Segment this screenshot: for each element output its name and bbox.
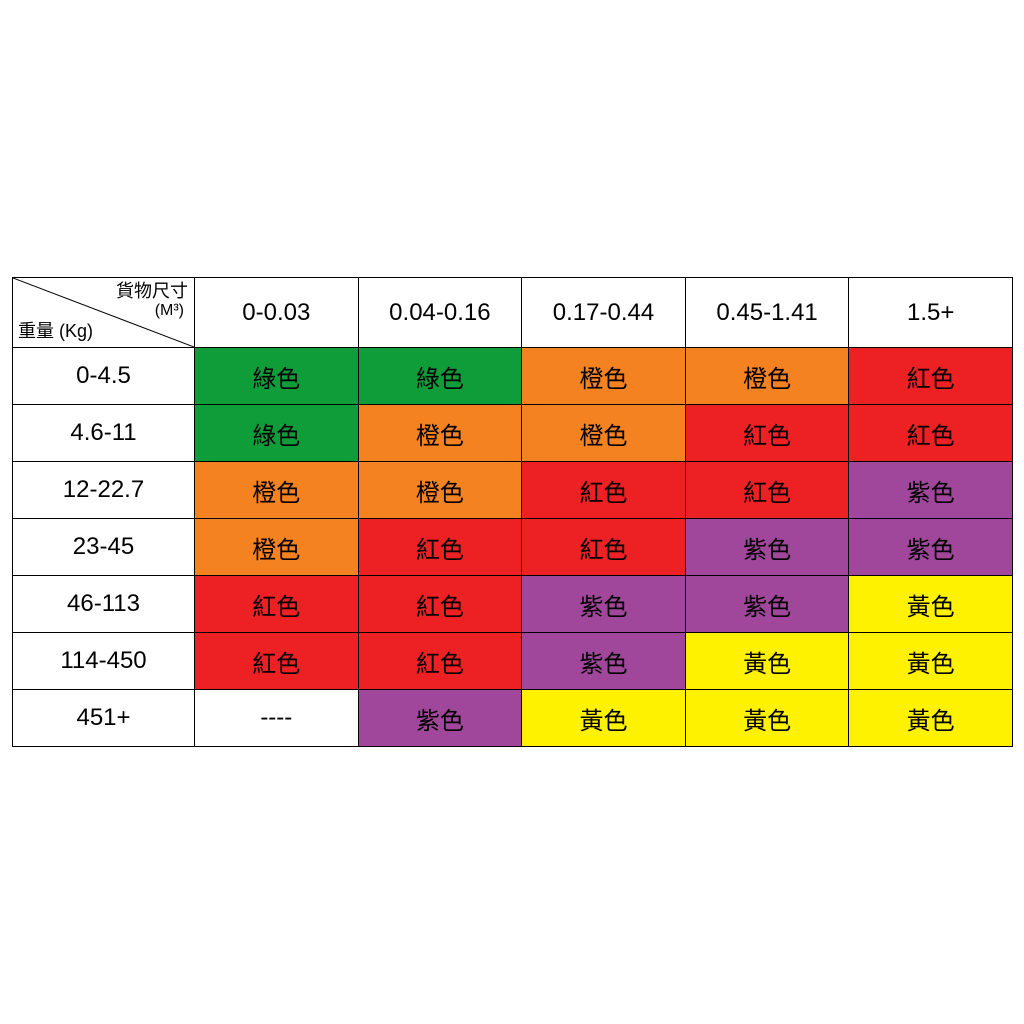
data-cell: 紫色: [685, 519, 849, 576]
data-cell: 紫色: [358, 690, 522, 747]
data-cell: 紅色: [685, 462, 849, 519]
col-header: 0.04-0.16: [358, 278, 522, 348]
table-row: 0-4.5綠色綠色橙色橙色紅色: [13, 348, 1013, 405]
table-row: 114-450紅色紅色紫色黃色黃色: [13, 633, 1013, 690]
data-cell: 橙色: [358, 405, 522, 462]
data-cell: 橙色: [195, 519, 359, 576]
data-cell: 紅色: [195, 576, 359, 633]
header-row: 貨物尺寸 (M³) 重量 (Kg) 0-0.03 0.04-0.16 0.17-…: [13, 278, 1013, 348]
table-row: 4.6-11綠色橙色橙色紅色紅色: [13, 405, 1013, 462]
data-cell: 黃色: [685, 633, 849, 690]
row-header: 451+: [13, 690, 195, 747]
row-header: 23-45: [13, 519, 195, 576]
row-header: 46-113: [13, 576, 195, 633]
data-cell: 紅色: [685, 405, 849, 462]
data-cell: 綠色: [195, 348, 359, 405]
table-row: 23-45橙色紅色紅色紫色紫色: [13, 519, 1013, 576]
data-cell: 紅色: [195, 633, 359, 690]
data-cell: 綠色: [195, 405, 359, 462]
col-header: 0.45-1.41: [685, 278, 849, 348]
col-header: 0-0.03: [195, 278, 359, 348]
table-row: 12-22.7橙色橙色紅色紅色紫色: [13, 462, 1013, 519]
corner-header: 貨物尺寸 (M³) 重量 (Kg): [13, 278, 195, 348]
row-header: 12-22.7: [13, 462, 195, 519]
weight-axis-label: 重量 (Kg): [18, 317, 93, 343]
data-cell: 黃色: [522, 690, 686, 747]
data-cell: 紅色: [358, 576, 522, 633]
data-cell: 黃色: [849, 690, 1013, 747]
size-unit-label: (M³): [155, 302, 184, 320]
row-header: 114-450: [13, 633, 195, 690]
data-cell: 紫色: [522, 576, 686, 633]
data-cell: 紅色: [522, 519, 686, 576]
data-cell: 紫色: [849, 519, 1013, 576]
data-cell: 綠色: [358, 348, 522, 405]
color-matrix-table: 貨物尺寸 (M³) 重量 (Kg) 0-0.03 0.04-0.16 0.17-…: [12, 277, 1013, 747]
data-cell: 黃色: [685, 690, 849, 747]
data-cell: 橙色: [685, 348, 849, 405]
data-cell: 紫色: [522, 633, 686, 690]
col-header: 1.5+: [849, 278, 1013, 348]
data-cell: 黃色: [849, 633, 1013, 690]
data-cell: 紅色: [522, 462, 686, 519]
row-header: 4.6-11: [13, 405, 195, 462]
data-cell: 紅色: [358, 519, 522, 576]
table-row: 46-113紅色紅色紫色紫色黃色: [13, 576, 1013, 633]
data-cell: 紫色: [849, 462, 1013, 519]
data-cell: 紅色: [849, 348, 1013, 405]
data-cell: 黃色: [849, 576, 1013, 633]
data-cell: 紅色: [358, 633, 522, 690]
data-cell: ----: [195, 690, 359, 747]
data-cell: 紅色: [849, 405, 1013, 462]
data-cell: 橙色: [358, 462, 522, 519]
data-cell: 橙色: [522, 405, 686, 462]
col-header: 0.17-0.44: [522, 278, 686, 348]
data-cell: 紫色: [685, 576, 849, 633]
table-row: 451+----紫色黃色黃色黃色: [13, 690, 1013, 747]
row-header: 0-4.5: [13, 348, 195, 405]
data-cell: 橙色: [195, 462, 359, 519]
size-axis-label: 貨物尺寸: [116, 282, 188, 302]
data-cell: 橙色: [522, 348, 686, 405]
